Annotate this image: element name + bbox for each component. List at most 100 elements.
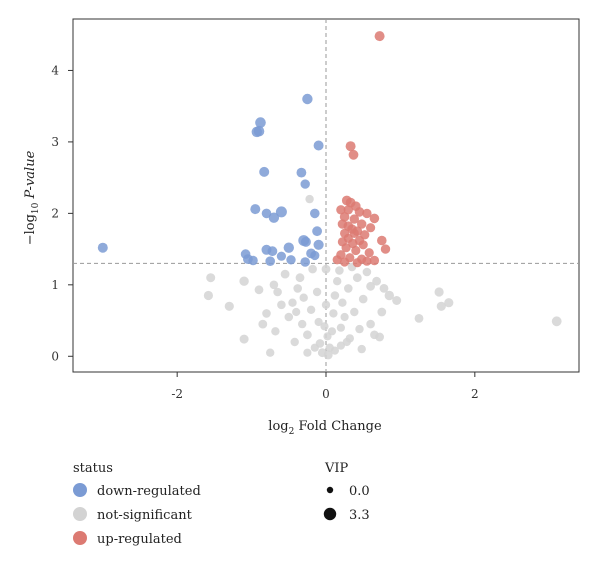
data-point-not-significant	[335, 266, 344, 275]
data-point-not-significant	[305, 194, 314, 204]
data-point-not-significant	[206, 273, 216, 283]
data-point-up-regulated	[357, 219, 367, 229]
data-point-not-significant	[372, 276, 381, 286]
data-point-down-regulated	[275, 206, 287, 218]
data-point-not-significant	[254, 285, 264, 295]
data-point-down-regulated	[259, 166, 270, 177]
y-tick-label: 3	[51, 135, 59, 149]
data-point-not-significant	[258, 319, 268, 329]
axes: -2 0 2 0 1 2 3 4	[51, 63, 478, 401]
data-point-up-regulated	[336, 205, 346, 215]
data-point-not-significant	[338, 298, 347, 307]
data-point-not-significant	[284, 312, 294, 322]
data-point-not-significant	[350, 307, 359, 317]
data-point-up-regulated	[364, 248, 374, 258]
legend-swatch-down-regulated	[73, 483, 87, 497]
data-point-not-significant	[312, 287, 322, 297]
x-axis-title-suffix: Fold Change	[294, 419, 382, 434]
data-point-not-significant	[344, 284, 353, 293]
data-point-not-significant	[323, 350, 333, 360]
data-point-down-regulated	[265, 256, 276, 267]
data-point-not-significant	[379, 284, 389, 293]
data-point-not-significant	[306, 305, 316, 314]
data-point-up-regulated	[369, 213, 380, 224]
data-point-up-regulated	[374, 31, 385, 42]
data-point-not-significant	[292, 307, 301, 317]
data-point-not-significant	[392, 296, 402, 305]
data-point-not-significant	[310, 343, 319, 352]
data-point-down-regulated	[313, 239, 324, 250]
data-point-not-significant	[314, 317, 323, 327]
data-point-down-regulated	[261, 208, 272, 219]
x-tick-label: 0	[322, 387, 330, 401]
data-point-down-regulated	[268, 212, 280, 223]
data-point-not-significant	[336, 341, 345, 350]
x-axis-title-subscript: 2	[289, 427, 295, 437]
data-point-up-regulated	[348, 238, 358, 249]
data-point-not-significant	[308, 264, 317, 274]
y-axis-title-prefix: −log	[23, 214, 38, 245]
data-point-not-significant	[336, 323, 345, 332]
data-point-not-significant	[290, 337, 299, 347]
data-point-down-regulated	[97, 242, 108, 253]
data-point-not-significant	[320, 322, 329, 331]
data-point-not-significant	[377, 307, 387, 317]
data-point-not-significant	[366, 319, 375, 329]
data-points	[97, 31, 562, 360]
data-point-up-regulated	[349, 228, 359, 238]
plot-area	[72, 18, 580, 373]
data-point-not-significant	[303, 330, 312, 340]
data-point-down-regulated	[296, 167, 307, 178]
data-point-up-regulated	[345, 141, 356, 152]
y-axis-title-subscript: 10	[31, 202, 41, 214]
data-point-not-significant	[551, 316, 562, 327]
data-point-up-regulated	[332, 255, 342, 265]
data-point-up-regulated	[340, 257, 350, 267]
data-point-not-significant	[384, 290, 394, 301]
data-point-not-significant	[330, 291, 340, 300]
y-tick-label: 2	[51, 206, 59, 220]
data-point-not-significant	[355, 324, 364, 334]
data-point-not-significant	[303, 348, 312, 357]
vip-legend-dot-3.3	[323, 507, 337, 521]
data-point-not-significant	[269, 280, 279, 290]
data-point-not-significant	[277, 300, 286, 310]
data-point-not-significant	[299, 293, 308, 302]
data-point-not-significant	[288, 298, 297, 307]
data-point-up-regulated	[351, 245, 361, 256]
y-axis-title: −log10 P-value	[23, 150, 41, 245]
data-point-down-regulated	[313, 140, 324, 151]
data-point-not-significant	[321, 300, 331, 309]
data-point-not-significant	[342, 337, 351, 347]
data-point-not-significant	[330, 346, 339, 355]
data-point-up-regulated	[369, 255, 380, 266]
data-point-not-significant	[444, 298, 454, 308]
data-point-down-regulated	[255, 117, 266, 128]
data-point-not-significant	[321, 264, 331, 274]
vip-legend: VIP 0.0 3.3	[323, 461, 370, 523]
x-axis-title-prefix: log	[268, 419, 288, 434]
y-axis-title-suffix: P-value	[23, 150, 38, 202]
vip-legend-label-3.3: 3.3	[349, 508, 370, 523]
x-tick-label: -2	[171, 387, 183, 401]
data-point-down-regulated	[300, 236, 311, 247]
data-point-up-regulated	[362, 208, 372, 219]
y-tick-label: 1	[51, 278, 59, 292]
data-point-not-significant	[329, 309, 338, 318]
data-point-down-regulated	[310, 208, 320, 219]
data-point-up-regulated	[377, 235, 387, 246]
data-point-not-significant	[293, 284, 303, 293]
data-point-not-significant	[224, 301, 234, 311]
y-tick-label: 4	[51, 63, 59, 77]
data-point-not-significant	[266, 348, 275, 357]
data-point-up-regulated	[348, 149, 359, 160]
legend-label-up-regulated: up-regulated	[97, 532, 182, 547]
data-point-not-significant	[262, 309, 271, 318]
data-point-down-regulated	[250, 204, 261, 215]
data-point-down-regulated	[248, 255, 258, 266]
data-point-up-regulated	[343, 205, 353, 215]
x-tick-label: 2	[471, 387, 479, 401]
data-point-down-regulated	[276, 251, 286, 261]
data-point-not-significant	[239, 334, 249, 344]
